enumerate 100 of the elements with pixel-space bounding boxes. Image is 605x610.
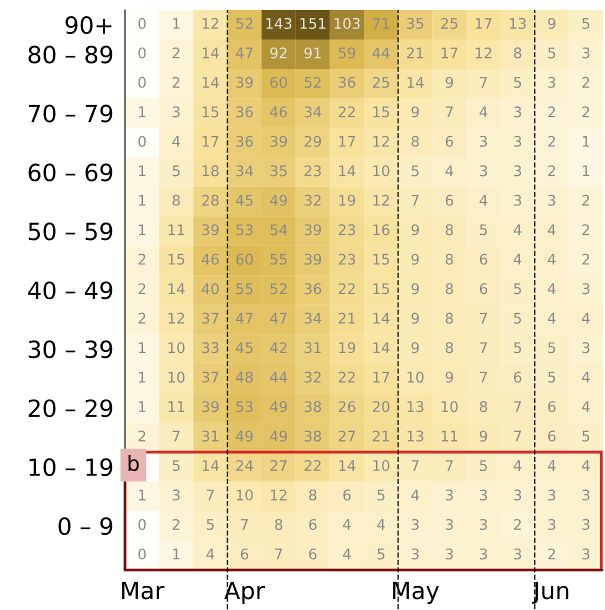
data-label: 2 [138, 283, 146, 294]
data-label: 27 [338, 430, 355, 442]
data-label: 9 [411, 342, 419, 354]
data-label: 19 [339, 194, 356, 206]
data-label: 103 [334, 18, 360, 29]
data-label: 4 [582, 401, 590, 412]
data-label: 27 [270, 460, 287, 471]
data-label: 3 [582, 342, 590, 354]
data-label: 7 [480, 312, 487, 324]
data-label: 4 [480, 106, 488, 118]
data-label: 25 [372, 76, 390, 88]
data-label: 4 [172, 136, 180, 147]
data-label: 8 [172, 194, 180, 206]
data-label: 2 [548, 136, 555, 147]
data-label: 53 [236, 401, 253, 412]
data-label: 3 [480, 165, 487, 176]
data-label: 49 [270, 401, 287, 412]
data-label: 14 [339, 165, 356, 176]
data-label: 6 [446, 136, 454, 147]
data-label: 32 [304, 372, 321, 383]
data-label: 3 [172, 490, 180, 501]
data-label: 36 [304, 283, 322, 294]
data-label: 1 [173, 548, 180, 560]
data-label: 34 [236, 165, 253, 176]
data-label: 9 [411, 254, 419, 265]
data-label: 13 [408, 430, 424, 442]
data-label: 37 [202, 372, 218, 383]
data-label: 11 [168, 224, 184, 236]
data-label: 3 [412, 518, 419, 530]
data-label: 2 [138, 312, 146, 324]
data-label: 8 [274, 518, 282, 530]
data-label: 3 [514, 194, 522, 206]
data-label: 4 [343, 519, 351, 530]
data-label: 7 [480, 372, 487, 382]
data-label: 92 [270, 47, 286, 58]
data-label: 1 [139, 372, 146, 382]
data-label: 3 [480, 548, 487, 560]
data-label: 3 [514, 136, 522, 147]
data-label: 0 [138, 518, 146, 530]
data-label: 52 [236, 18, 252, 29]
y-tick-label: 0 – 9 [58, 517, 112, 536]
data-label: 8 [514, 47, 522, 58]
data-label: 13 [510, 18, 526, 29]
data-label: 60 [236, 254, 253, 265]
data-label: 5 [548, 342, 556, 354]
data-label: 2 [172, 76, 180, 88]
data-label: 2 [548, 165, 555, 176]
data-label: 6 [343, 490, 351, 501]
data-label: 31 [202, 430, 218, 442]
data-label: 2 [138, 254, 146, 265]
data-label: 3 [446, 518, 453, 530]
data-label: 3 [172, 106, 180, 118]
data-label: 8 [446, 342, 453, 354]
data-label: 13 [408, 401, 424, 412]
data-label: 55 [236, 283, 253, 294]
data-label: 9 [446, 76, 453, 88]
data-label: 2 [582, 76, 590, 88]
data-label: 60 [270, 76, 287, 88]
data-label: 6 [240, 548, 248, 560]
data-label: 34 [304, 106, 322, 118]
data-label: 22 [304, 460, 321, 471]
data-label: 39 [304, 254, 322, 265]
data-label: 59 [338, 47, 356, 58]
data-label: 52 [270, 283, 286, 294]
data-label: 2 [582, 106, 590, 118]
data-label: 6 [514, 372, 522, 383]
data-label: 4 [514, 460, 522, 471]
data-label: 3 [548, 518, 556, 530]
x-tick-label: May [393, 582, 439, 604]
data-label: 3 [582, 548, 590, 560]
data-label: 5 [378, 490, 384, 501]
data-label: 3 [514, 106, 522, 118]
data-label: 1 [139, 342, 146, 353]
data-label: 0 [138, 76, 146, 88]
data-label: 8 [446, 283, 453, 294]
data-label: 20 [372, 401, 390, 412]
data-label: 5 [172, 460, 180, 472]
data-label: 4 [582, 460, 590, 471]
y-tick-label: 70 – 79 [28, 104, 112, 122]
data-label: 39 [202, 401, 219, 412]
data-label: 3 [514, 165, 522, 176]
data-label: 3 [412, 548, 419, 560]
data-label: 35 [407, 18, 424, 29]
data-label: 53 [236, 224, 253, 236]
data-label: 15 [373, 283, 390, 294]
data-label: 12 [373, 136, 389, 147]
data-label: 33 [202, 342, 218, 354]
data-label: 3 [480, 490, 487, 501]
data-label: 0 [138, 47, 146, 58]
y-tick-label: 50 – 59 [28, 222, 112, 240]
data-label: 17 [442, 48, 458, 58]
data-label: 54 [270, 224, 288, 236]
data-label: 0 [138, 548, 146, 560]
data-label: 6 [480, 254, 488, 265]
data-label: 28 [202, 194, 219, 206]
data-label: 7 [446, 106, 453, 118]
data-label: 6 [548, 401, 556, 412]
data-label: 32 [304, 194, 321, 206]
data-label: 2 [582, 254, 590, 265]
data-label: 46 [270, 106, 288, 118]
